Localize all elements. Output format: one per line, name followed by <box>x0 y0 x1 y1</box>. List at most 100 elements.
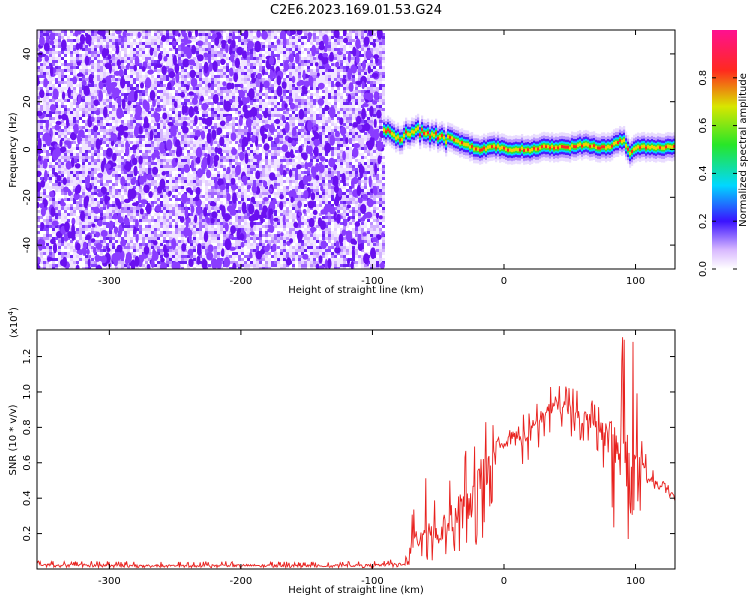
heatmap-cell <box>181 162 184 165</box>
heatmap-cell <box>361 147 364 150</box>
heatmap-cell <box>181 39 184 42</box>
heatmap-cell <box>160 162 163 165</box>
heatmap-cell <box>151 105 154 108</box>
heatmap-cell <box>118 165 121 168</box>
heatmap-cell <box>151 144 154 147</box>
heatmap-cell <box>217 45 220 48</box>
heatmap-cell <box>271 147 274 150</box>
heatmap-cell <box>70 30 73 33</box>
heatmap-cell <box>196 168 199 171</box>
heatmap-cell <box>229 60 232 63</box>
heatmap-cell <box>79 108 82 111</box>
heatmap-cell <box>355 87 358 90</box>
heatmap-cell <box>214 108 217 111</box>
heatmap-cell <box>250 69 253 72</box>
heatmap-cell <box>43 168 46 171</box>
heatmap-cell <box>247 57 250 60</box>
heatmap-cell <box>208 48 211 51</box>
heatmap-cell <box>268 90 271 93</box>
heatmap-cell <box>181 165 184 168</box>
heatmap-cell <box>346 57 349 60</box>
heatmap-cell <box>130 108 133 111</box>
heatmap-cell <box>133 105 136 108</box>
heatmap-cell <box>334 138 337 141</box>
heatmap-cell <box>265 78 268 81</box>
heatmap-cell <box>277 111 280 114</box>
heatmap-cell <box>226 96 229 99</box>
heatmap-cell <box>295 129 298 132</box>
heatmap-cell <box>298 99 301 102</box>
heatmap-cell <box>178 87 181 90</box>
heatmap-cell <box>88 114 91 117</box>
heatmap-cell <box>202 153 205 156</box>
heatmap-cell <box>64 33 67 36</box>
heatmap-cell <box>334 54 337 57</box>
heatmap-cell <box>184 180 187 183</box>
heatmap-cell <box>196 45 199 48</box>
heatmap-cell <box>160 105 163 108</box>
heatmap-cell <box>310 135 313 138</box>
heatmap-cell <box>100 138 103 141</box>
heatmap-cell <box>193 132 196 135</box>
heatmap-cell <box>271 84 274 87</box>
heatmap-cell <box>370 39 373 42</box>
heatmap-cell <box>109 96 112 99</box>
heatmap-cell <box>211 72 214 75</box>
heatmap-cell <box>166 168 169 171</box>
heatmap-cell <box>301 102 304 105</box>
heatmap-cell <box>124 60 127 63</box>
heatmap-cell <box>40 81 43 84</box>
heatmap-cell <box>67 39 70 42</box>
heatmap-cell <box>244 90 247 93</box>
heatmap-cell <box>220 135 223 138</box>
heatmap-cell <box>256 39 259 42</box>
heatmap-cell <box>52 63 55 66</box>
heatmap-cell <box>121 159 124 162</box>
heatmap-cell <box>160 129 163 132</box>
heatmap-cell <box>64 159 67 162</box>
heatmap-cell <box>343 108 346 111</box>
heatmap-cell <box>133 33 136 36</box>
heatmap-cell <box>301 105 304 108</box>
heatmap-cell <box>172 156 175 159</box>
heatmap-cell <box>253 63 256 66</box>
heatmap-cell <box>148 39 151 42</box>
heatmap-cell <box>340 171 343 174</box>
heatmap-cell <box>313 39 316 42</box>
heatmap-cell <box>328 174 331 177</box>
heatmap-cell <box>205 30 208 33</box>
heatmap-cell <box>307 39 310 42</box>
heatmap-cell <box>61 165 64 168</box>
heatmap-cell <box>91 45 94 48</box>
heatmap-cell <box>52 51 55 54</box>
heatmap-cell <box>52 30 55 33</box>
heatmap-cell <box>130 87 133 90</box>
heatmap-cell <box>355 138 358 141</box>
heatmap-cell <box>232 102 235 105</box>
heatmap-cell <box>49 99 52 102</box>
heatmap-cell <box>262 174 265 177</box>
heatmap-cell <box>139 117 142 120</box>
heatmap-cell <box>262 87 265 90</box>
heatmap-cell <box>349 105 352 108</box>
heatmap-cell <box>247 171 250 174</box>
heatmap-cell <box>364 51 367 54</box>
heatmap-cell <box>139 45 142 48</box>
heatmap-cell <box>88 162 91 165</box>
heatmap-cell <box>367 171 370 174</box>
heatmap-cell <box>103 138 106 141</box>
heatmap-cell <box>361 144 364 147</box>
heatmap-cell <box>40 177 43 180</box>
heatmap-cell <box>289 36 292 39</box>
heatmap-cell <box>211 105 214 108</box>
heatmap-cell <box>310 63 313 66</box>
heatmap-cell <box>289 129 292 132</box>
heatmap-cell <box>352 171 355 174</box>
heatmap-cell <box>136 162 139 165</box>
heatmap-cell <box>49 147 52 150</box>
heatmap-cell <box>58 156 61 159</box>
heatmap-cell <box>328 39 331 42</box>
heatmap-cell <box>112 174 115 177</box>
heatmap-cell <box>367 108 370 111</box>
heatmap-cell <box>241 36 244 39</box>
